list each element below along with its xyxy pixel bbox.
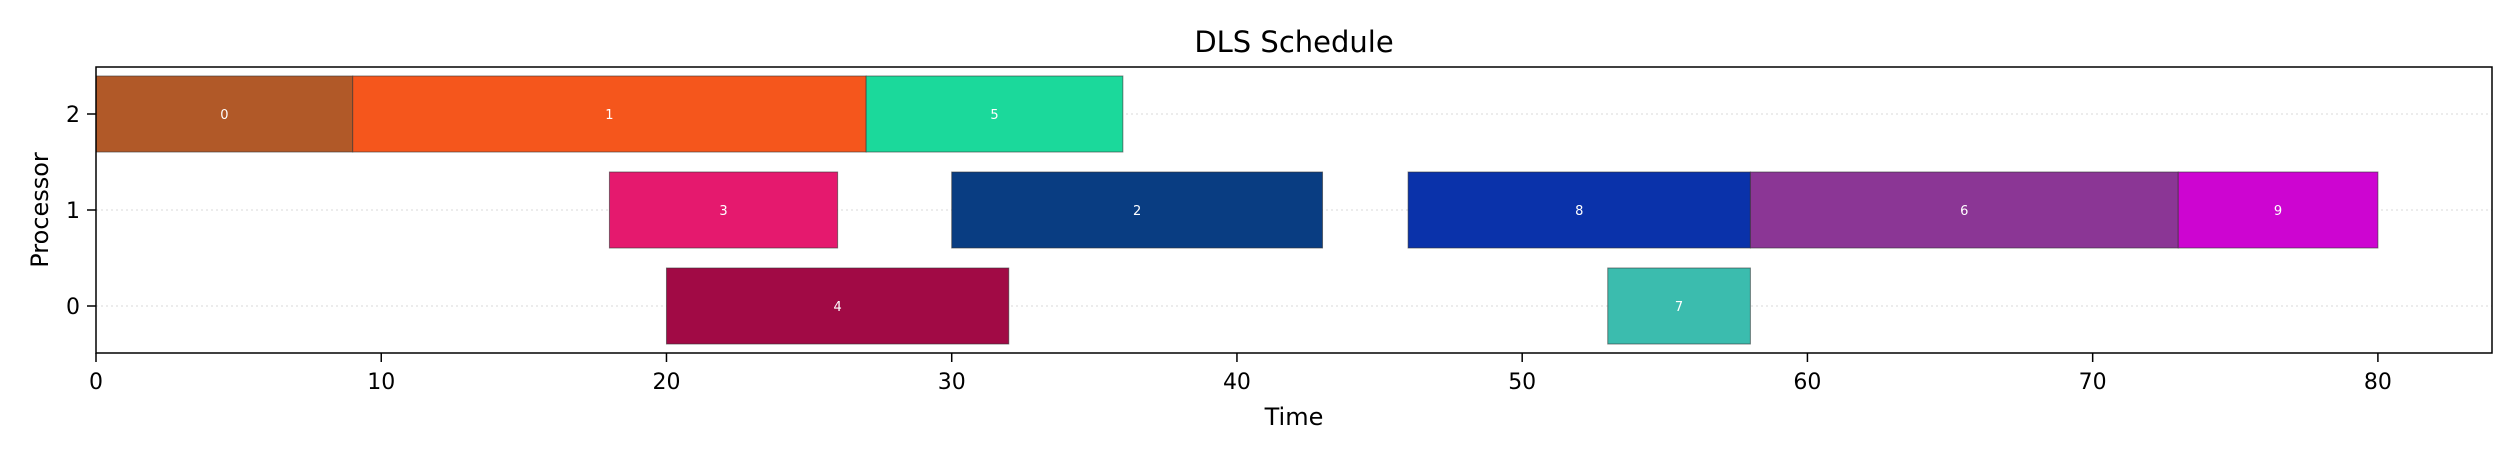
- y-tick-label: 2: [66, 103, 80, 128]
- x-axis: 0 10 20 30 40 50 60 70 80: [89, 353, 2392, 395]
- task-bar: [665, 267, 1010, 345]
- task-label: 2: [1133, 204, 1141, 219]
- task-bar: [865, 75, 1124, 153]
- x-axis-label: Time: [1264, 403, 1324, 431]
- task-bar: [1607, 267, 1751, 345]
- x-tick-label: 30: [938, 370, 966, 395]
- x-tick-label: 0: [89, 370, 103, 395]
- task-bar: [352, 75, 867, 153]
- task-bar: [951, 171, 1324, 249]
- x-tick-label: 40: [1223, 370, 1251, 395]
- chart-title: DLS Schedule: [1194, 25, 1393, 59]
- x-tick-label: 70: [2079, 370, 2107, 395]
- y-tick-label: 1: [66, 199, 80, 224]
- task-label: 0: [220, 108, 228, 123]
- x-tick-label: 60: [1793, 370, 1821, 395]
- task-bars: 0 1 5 3 2 8 6 9 4 7: [95, 75, 2379, 345]
- x-tick-label: 80: [2364, 370, 2392, 395]
- task-label: 1: [605, 108, 613, 123]
- task-label: 3: [719, 204, 727, 219]
- task-label: 5: [990, 108, 998, 123]
- y-tick-label: 0: [66, 295, 80, 320]
- task-bar: [1407, 171, 1751, 249]
- x-tick-label: 50: [1508, 370, 1536, 395]
- task-bar: [2177, 171, 2379, 249]
- task-bar: [95, 75, 354, 153]
- task-label: 8: [1575, 204, 1583, 219]
- task-bar: [608, 171, 839, 249]
- task-label: 6: [1960, 204, 1968, 219]
- x-tick-label: 10: [367, 370, 395, 395]
- y-axis: 0 1 2: [66, 103, 96, 320]
- x-tick-label: 20: [652, 370, 680, 395]
- task-label: 7: [1675, 300, 1683, 315]
- task-label: 9: [2274, 204, 2282, 219]
- task-label: 4: [833, 300, 841, 315]
- y-axis-label: Processor: [26, 152, 54, 268]
